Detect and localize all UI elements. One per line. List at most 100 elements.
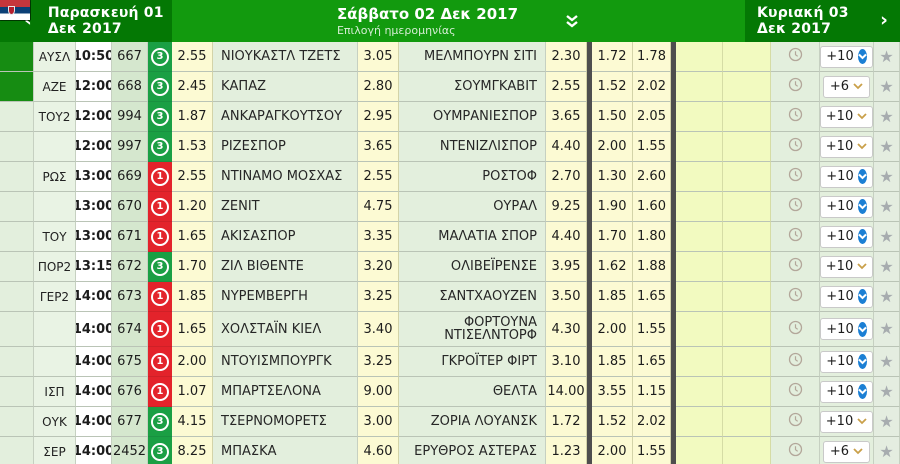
odds-extra-1-button[interactable]: 1.62 xyxy=(592,252,633,282)
odds-draw-button[interactable]: 9.00 xyxy=(358,377,399,407)
match-time-status[interactable] xyxy=(771,312,820,347)
more-markets-button[interactable]: +10 xyxy=(820,350,873,373)
more-markets-button[interactable]: +10 xyxy=(820,380,873,403)
odds-extra-1-button[interactable]: 1.52 xyxy=(592,407,633,437)
special-market-cell-2[interactable] xyxy=(723,282,771,312)
odds-extra-2-button[interactable]: 2.60 xyxy=(633,162,671,192)
odds-extra-1-button[interactable]: 2.00 xyxy=(592,132,633,162)
odds-extra-1-button[interactable]: 1.50 xyxy=(592,102,633,132)
favorite-star-button[interactable]: ★ xyxy=(874,42,900,72)
match-time-status[interactable] xyxy=(771,347,820,377)
favorite-star-button[interactable]: ★ xyxy=(874,162,900,192)
odds-home-button[interactable]: 2.00 xyxy=(172,347,213,377)
odds-extra-2-button[interactable]: 1.55 xyxy=(633,312,671,347)
double-chevron-down-icon[interactable] xyxy=(564,14,580,29)
odds-extra-2-button[interactable]: 1.65 xyxy=(633,347,671,377)
more-markets-button[interactable]: +10 xyxy=(820,165,873,188)
odds-draw-button[interactable]: 3.65 xyxy=(358,132,399,162)
odds-home-button[interactable]: 1.20 xyxy=(172,192,213,222)
odds-away-button[interactable]: 3.50 xyxy=(546,282,587,312)
odds-draw-button[interactable]: 3.25 xyxy=(358,282,399,312)
special-market-cell-2[interactable] xyxy=(723,347,771,377)
special-market-cell-2[interactable] xyxy=(723,162,771,192)
special-market-cell-2[interactable] xyxy=(723,312,771,347)
more-markets-button[interactable]: +10 xyxy=(820,135,873,158)
favorite-star-button[interactable]: ★ xyxy=(874,407,900,437)
odds-home-button[interactable]: 2.55 xyxy=(172,162,213,192)
odds-home-button[interactable]: 8.25 xyxy=(172,437,213,464)
odds-draw-button[interactable]: 2.80 xyxy=(358,72,399,102)
next-day-button[interactable]: Κυριακή 03 Δεκ 2017 › xyxy=(745,0,900,42)
match-time-status[interactable] xyxy=(771,42,820,72)
odds-home-button[interactable]: 1.53 xyxy=(172,132,213,162)
odds-extra-2-button[interactable]: 2.05 xyxy=(633,102,671,132)
more-markets-button[interactable]: +10 xyxy=(820,255,873,278)
odds-home-button[interactable]: 1.07 xyxy=(172,377,213,407)
favorite-star-button[interactable]: ★ xyxy=(874,347,900,377)
odds-draw-button[interactable]: 3.20 xyxy=(358,252,399,282)
more-markets-button[interactable]: +10 xyxy=(820,225,873,248)
match-time-status[interactable] xyxy=(771,282,820,312)
match-time-status[interactable] xyxy=(771,222,820,252)
more-markets-button[interactable]: +6 xyxy=(822,75,871,98)
odds-draw-button[interactable]: 3.35 xyxy=(358,222,399,252)
special-market-cell-1[interactable] xyxy=(676,377,723,407)
special-market-cell-1[interactable] xyxy=(676,222,723,252)
match-time-status[interactable] xyxy=(771,132,820,162)
odds-home-button[interactable]: 1.85 xyxy=(172,282,213,312)
match-time-status[interactable] xyxy=(771,437,820,464)
previous-day-button[interactable]: ‹ Παρασκευή 01 Δεκ 2017 xyxy=(0,0,172,42)
special-market-cell-2[interactable] xyxy=(723,437,771,464)
special-market-cell-2[interactable] xyxy=(723,72,771,102)
special-market-cell-1[interactable] xyxy=(676,192,723,222)
special-market-cell-1[interactable] xyxy=(676,312,723,347)
special-market-cell-2[interactable] xyxy=(723,407,771,437)
special-market-cell-2[interactable] xyxy=(723,222,771,252)
favorite-star-button[interactable]: ★ xyxy=(874,102,900,132)
odds-home-button[interactable]: 1.65 xyxy=(172,312,213,347)
special-market-cell-1[interactable] xyxy=(676,162,723,192)
more-markets-button[interactable]: +10 xyxy=(820,195,873,218)
odds-away-button[interactable]: 3.65 xyxy=(546,102,587,132)
odds-away-button[interactable]: 4.30 xyxy=(546,312,587,347)
odds-away-button[interactable]: 3.10 xyxy=(546,347,587,377)
more-markets-button[interactable]: +10 xyxy=(820,105,873,128)
special-market-cell-2[interactable] xyxy=(723,252,771,282)
odds-draw-button[interactable]: 3.40 xyxy=(358,312,399,347)
odds-home-button[interactable]: 1.65 xyxy=(172,222,213,252)
odds-home-button[interactable]: 1.70 xyxy=(172,252,213,282)
odds-away-button[interactable]: 14.00 xyxy=(546,377,587,407)
odds-extra-1-button[interactable]: 1.30 xyxy=(592,162,633,192)
favorite-star-button[interactable]: ★ xyxy=(874,282,900,312)
odds-away-button[interactable]: 2.55 xyxy=(546,72,587,102)
favorite-star-button[interactable]: ★ xyxy=(874,132,900,162)
special-market-cell-1[interactable] xyxy=(676,282,723,312)
match-time-status[interactable] xyxy=(771,72,820,102)
odds-home-button[interactable]: 2.55 xyxy=(172,42,213,72)
odds-away-button[interactable]: 2.70 xyxy=(546,162,587,192)
odds-away-button[interactable]: 3.95 xyxy=(546,252,587,282)
favorite-star-button[interactable]: ★ xyxy=(874,252,900,282)
special-market-cell-1[interactable] xyxy=(676,437,723,464)
odds-extra-1-button[interactable]: 1.72 xyxy=(592,42,633,72)
odds-extra-1-button[interactable]: 2.00 xyxy=(592,437,633,464)
special-market-cell-1[interactable] xyxy=(676,132,723,162)
odds-extra-2-button[interactable]: 1.80 xyxy=(633,222,671,252)
favorite-star-button[interactable]: ★ xyxy=(874,72,900,102)
match-time-status[interactable] xyxy=(771,162,820,192)
odds-away-button[interactable]: 9.25 xyxy=(546,192,587,222)
favorite-star-button[interactable]: ★ xyxy=(874,377,900,407)
match-time-status[interactable] xyxy=(771,102,820,132)
odds-away-button[interactable]: 1.72 xyxy=(546,407,587,437)
odds-home-button[interactable]: 2.45 xyxy=(172,72,213,102)
odds-extra-1-button[interactable]: 3.55 xyxy=(592,377,633,407)
more-markets-button[interactable]: +10 xyxy=(820,45,873,68)
favorite-star-button[interactable]: ★ xyxy=(874,312,900,347)
odds-extra-2-button[interactable]: 1.55 xyxy=(633,437,671,464)
match-time-status[interactable] xyxy=(771,192,820,222)
match-time-status[interactable] xyxy=(771,252,820,282)
special-market-cell-1[interactable] xyxy=(676,407,723,437)
special-market-cell-1[interactable] xyxy=(676,252,723,282)
odds-extra-1-button[interactable]: 1.85 xyxy=(592,282,633,312)
odds-draw-button[interactable]: 2.55 xyxy=(358,162,399,192)
